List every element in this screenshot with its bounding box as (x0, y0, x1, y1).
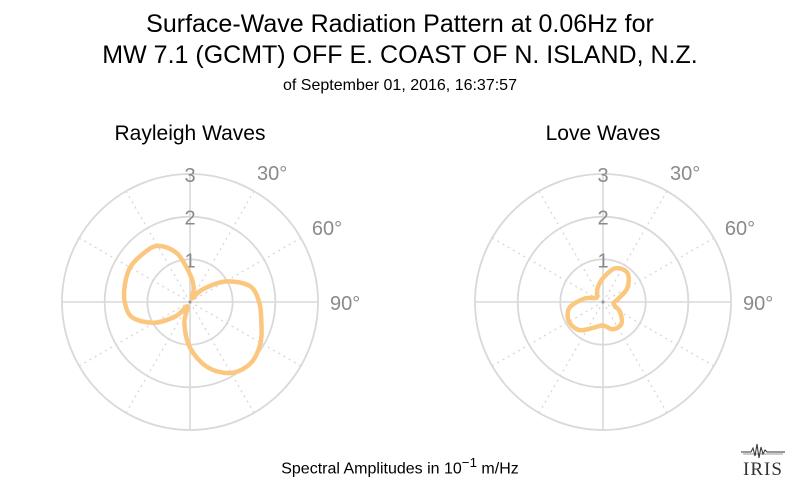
x-axis-label-unit: m/Hz (476, 460, 519, 478)
panel-title-2: Love Waves (546, 122, 661, 145)
grid-ring-1 (559, 258, 647, 346)
spoke-240 (78, 301, 191, 367)
spoke-150 (189, 301, 255, 414)
theta-tick-label-60: 60° (312, 218, 342, 240)
polar-panel-2: 1 2 3 30° 60° 90° Love Waves (474, 122, 773, 431)
grid-ring-3 (474, 173, 732, 431)
polar-panel-1: 1 2 3 30° 60° 90° Rayleigh Waves (61, 122, 360, 431)
grid-ring-2 (103, 215, 277, 389)
iris-logo: IRIS (740, 439, 786, 483)
r-tick-label-2: 2 (597, 208, 608, 230)
center-dot (601, 300, 605, 304)
theta-tick-label-60: 60° (725, 218, 755, 240)
spoke-150 (602, 301, 668, 414)
radiation-curve-1 (565, 265, 632, 333)
chart-title-line-2: MW 7.1 (GCMT) OFF E. COAST OF N. ISLAND,… (102, 41, 698, 69)
r-tick-label-2: 2 (184, 208, 195, 230)
spoke-60 (189, 237, 302, 303)
chart-subtitle: of September 01, 2016, 16:37:57 (283, 77, 517, 94)
r-tick-label-3: 3 (184, 165, 195, 187)
r-tick-label-3: 3 (597, 165, 608, 187)
spoke-30 (602, 190, 668, 303)
x-axis-label-prefix: Spectral Amplitudes in 10 (281, 460, 462, 478)
r-tick-label-1: 1 (184, 250, 195, 272)
spoke-120 (189, 301, 302, 367)
center-dot (188, 300, 192, 304)
logo-wordmark: IRIS (743, 459, 783, 480)
grid-ring-2 (516, 215, 690, 389)
spoke-240 (491, 301, 604, 367)
spoke-210 (538, 301, 604, 414)
theta-tick-label-90: 90° (330, 293, 360, 315)
theta-tick-label-30: 30° (670, 163, 700, 185)
r-tick-label-1: 1 (597, 250, 608, 272)
spoke-300 (491, 237, 604, 303)
spoke-330 (538, 190, 604, 303)
theta-tick-label-90: 90° (743, 293, 773, 315)
x-axis-label-exponent: −1 (461, 455, 477, 470)
seismogram-icon (741, 443, 785, 459)
panel-title-1: Rayleigh Waves (115, 122, 266, 145)
grid-ring-3 (61, 173, 319, 431)
spoke-300 (78, 237, 191, 303)
chart-title-line-1: Surface-Wave Radiation Pattern at 0.06Hz… (146, 10, 654, 38)
radiation-curve-1 (121, 243, 264, 376)
x-axis-label: Spectral Amplitudes in 10−1 m/Hz (0, 455, 800, 478)
theta-tick-label-30: 30° (257, 163, 287, 185)
